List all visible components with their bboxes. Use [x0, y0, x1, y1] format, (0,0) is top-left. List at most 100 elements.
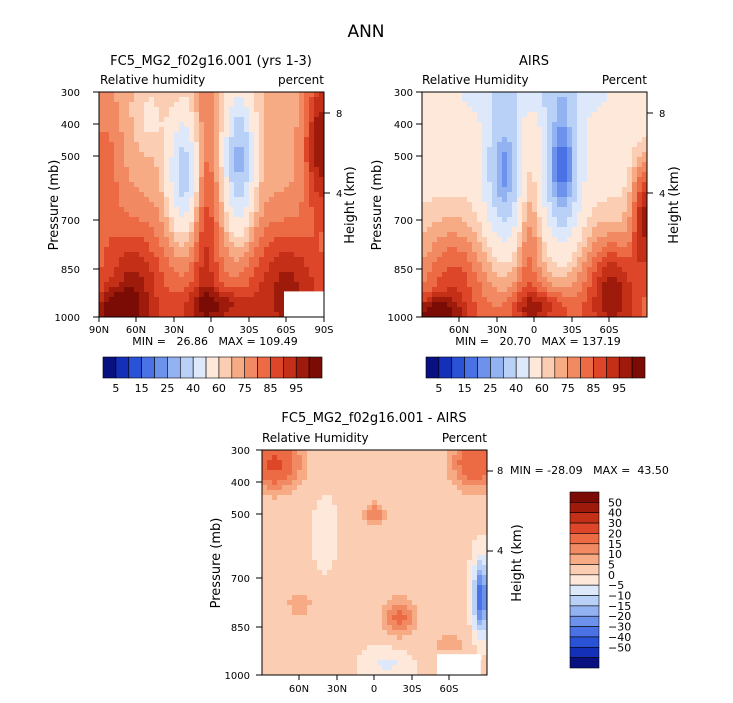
- diff-heat-cell: [277, 470, 283, 476]
- obs-heat-cell: [482, 92, 488, 98]
- obs-heat-cell: [492, 112, 498, 118]
- obs-heat-cell: [587, 192, 593, 198]
- obs-heat-cell: [467, 142, 473, 148]
- model-heat-cell: [209, 242, 215, 248]
- obs-heat-cell: [457, 197, 463, 203]
- obs-heat-cell: [467, 257, 473, 263]
- diff-heat-cell: [347, 490, 353, 496]
- model-heat-cell: [284, 237, 290, 243]
- obs-heat-cell: [427, 282, 433, 288]
- model-heat-cell: [109, 122, 115, 128]
- model-heat-cell: [199, 222, 205, 228]
- obs-heat-cell: [567, 172, 573, 178]
- diff-heat-cell: [437, 515, 443, 521]
- obs-heat-cell: [557, 192, 563, 198]
- diff-heat-cell: [467, 455, 473, 461]
- model-heat-cell: [184, 97, 190, 103]
- obs-heat-cell: [542, 127, 548, 133]
- diff-heat-cell: [427, 470, 433, 476]
- obs-heat-cell: [482, 262, 488, 268]
- model-heat-cell: [164, 112, 170, 118]
- model-heat-cell: [209, 247, 215, 253]
- obs-heat-cell: [447, 247, 453, 253]
- model-heat-cell: [214, 227, 220, 233]
- model-heat-cell: [119, 142, 125, 148]
- diff-heat-cell: [407, 490, 413, 496]
- model-heat-cell: [289, 257, 295, 263]
- model-heat-cell: [174, 107, 180, 113]
- obs-heat-cell: [572, 217, 578, 223]
- diff-heat-cell: [352, 460, 358, 466]
- obs-heat-cell: [442, 152, 448, 158]
- obs-heat-cell: [537, 187, 543, 193]
- obs-heat-cell: [477, 202, 483, 208]
- model-heat-cell: [264, 232, 270, 238]
- model-heat-cell: [194, 302, 200, 308]
- diff-heat-cell: [402, 520, 408, 526]
- obs-heat-cell: [587, 112, 593, 118]
- obs-heat-cell: [482, 217, 488, 223]
- obs-heat-cell: [607, 117, 613, 123]
- obs-heat-cell: [617, 252, 623, 258]
- obs-heat-cell: [552, 232, 558, 238]
- obs-heat-cell: [607, 262, 613, 268]
- model-heat-cell: [149, 267, 155, 273]
- diff-heat-cell: [402, 455, 408, 461]
- obs-heat-cell: [592, 277, 598, 283]
- diff-heat-cell: [377, 490, 383, 496]
- obs-heat-cell: [562, 142, 568, 148]
- obs-heat-cell: [447, 257, 453, 263]
- diff-heat-cell: [287, 480, 293, 486]
- obs-heat-cell: [467, 292, 473, 298]
- obs-heat-cell: [582, 287, 588, 293]
- obs-heat-cell: [562, 247, 568, 253]
- obs-heat-cell: [437, 282, 443, 288]
- obs-heat-cell: [482, 112, 488, 118]
- model-heat-cell: [119, 272, 125, 278]
- diff-heat-cell: [482, 520, 488, 526]
- diff-heat-cell: [277, 450, 283, 456]
- model-heat-cell: [124, 252, 130, 258]
- obs-heat-cell: [617, 292, 623, 298]
- diff-heat-cell: [442, 505, 448, 511]
- obs-heat-cell: [467, 117, 473, 123]
- obs-heat-cell: [632, 282, 638, 288]
- model-heat-cell: [114, 167, 120, 173]
- obs-heat-cell: [432, 92, 438, 98]
- model-heat-cell: [109, 217, 115, 223]
- model-heat-cell: [239, 292, 245, 298]
- model-heat-cell: [264, 262, 270, 268]
- obs-heat-cell: [447, 287, 453, 293]
- obs-heat-cell: [552, 107, 558, 113]
- model-heat-cell: [309, 142, 315, 148]
- diff-heat-cell: [282, 490, 288, 496]
- model-heat-cell: [164, 97, 170, 103]
- diff-heat-cell: [482, 460, 488, 466]
- model-heat-cell: [249, 287, 255, 293]
- model-heat-cell: [314, 277, 320, 283]
- model-heat-cell: [149, 242, 155, 248]
- model-heat-cell: [279, 112, 285, 118]
- obs-heat-cell: [632, 312, 638, 318]
- model-heat-cell: [104, 312, 110, 318]
- model-heat-cell: [204, 202, 210, 208]
- obs-heat-cell: [642, 102, 648, 108]
- obs-heat-cell: [522, 147, 528, 153]
- obs-heat-cell: [592, 162, 598, 168]
- obs-heat-cell: [527, 282, 533, 288]
- obs-heat-cell: [432, 127, 438, 133]
- diff-heat-cell: [392, 510, 398, 516]
- obs-heat-cell: [572, 147, 578, 153]
- diff-heat-cell: [477, 450, 483, 456]
- model-heat-cell: [229, 232, 235, 238]
- model-heat-cell: [199, 227, 205, 233]
- model-heat-cell: [154, 202, 160, 208]
- model-heat-cell: [304, 132, 310, 138]
- diff-heat-cell: [352, 465, 358, 471]
- obs-heat-cell: [602, 292, 608, 298]
- model-heat-cell: [174, 222, 180, 228]
- diff-heat-cell: [437, 460, 443, 466]
- model-heat-cell: [124, 197, 130, 203]
- model-heat-cell: [319, 137, 325, 143]
- diff-heat-cell: [272, 475, 278, 481]
